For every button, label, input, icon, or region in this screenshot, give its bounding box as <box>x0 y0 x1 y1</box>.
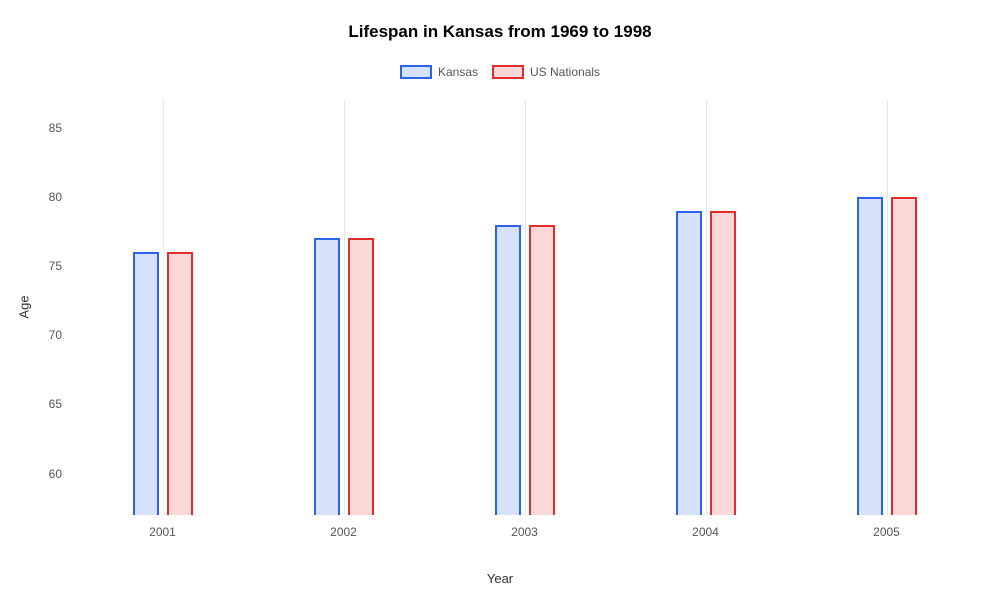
gridline-vertical <box>344 100 345 515</box>
bar <box>857 197 883 515</box>
gridline-vertical <box>887 100 888 515</box>
gridline-vertical <box>706 100 707 515</box>
x-tick-label: 2002 <box>330 525 357 539</box>
legend-label-us-nationals: US Nationals <box>530 65 600 79</box>
y-tick-label: 60 <box>49 467 62 481</box>
y-tick-label: 70 <box>49 328 62 342</box>
legend-item-us-nationals: US Nationals <box>492 65 600 79</box>
legend-swatch-us-nationals <box>492 65 524 79</box>
legend-swatch-kansas <box>400 65 432 79</box>
bar <box>529 225 555 516</box>
y-tick-label: 85 <box>49 121 62 135</box>
x-tick-label: 2001 <box>149 525 176 539</box>
x-tick-label: 2004 <box>692 525 719 539</box>
y-tick-label: 80 <box>49 190 62 204</box>
chart-legend: Kansas US Nationals <box>0 65 1000 79</box>
x-axis-title: Year <box>0 571 1000 586</box>
y-tick-label: 65 <box>49 397 62 411</box>
gridline-vertical <box>163 100 164 515</box>
legend-item-kansas: Kansas <box>400 65 478 79</box>
bar <box>167 252 193 515</box>
bar <box>676 211 702 515</box>
chart-title: Lifespan in Kansas from 1969 to 1998 <box>0 22 1000 42</box>
x-tick-label: 2003 <box>511 525 538 539</box>
y-axis-title: Age <box>17 295 32 318</box>
y-tick-label: 75 <box>49 259 62 273</box>
bar <box>348 238 374 515</box>
plot-area: 60657075808520012002200320042005 <box>72 100 977 515</box>
bar <box>710 211 736 515</box>
bar <box>891 197 917 515</box>
bar <box>314 238 340 515</box>
gridline-vertical <box>525 100 526 515</box>
x-tick-label: 2005 <box>873 525 900 539</box>
legend-label-kansas: Kansas <box>438 65 478 79</box>
bar <box>133 252 159 515</box>
bar <box>495 225 521 516</box>
lifespan-chart: Lifespan in Kansas from 1969 to 1998 Kan… <box>0 0 1000 600</box>
